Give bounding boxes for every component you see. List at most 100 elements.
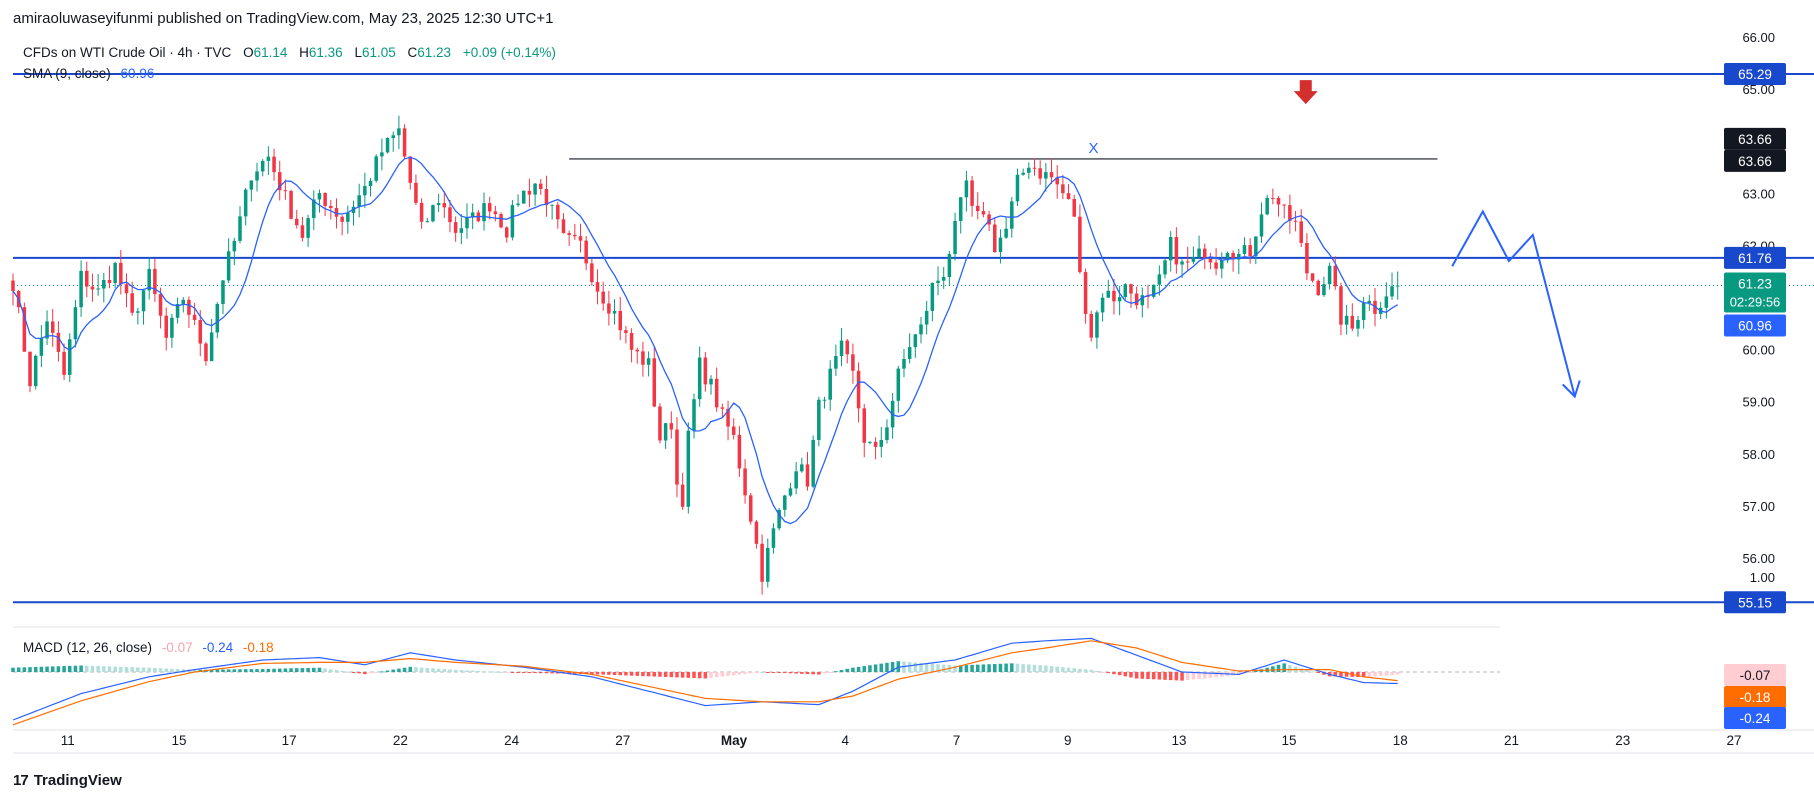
candle-body	[499, 214, 503, 228]
macd-hist-bar	[1055, 666, 1059, 672]
candle-body	[624, 330, 628, 334]
symbol-name[interactable]: CFDs on WTI Crude Oil · 4h · TVC	[23, 45, 232, 60]
candle-body	[1225, 252, 1230, 261]
time-tick-label: May	[721, 733, 748, 748]
level-price-label-bg	[1724, 246, 1786, 269]
candle-body	[442, 203, 447, 208]
time-tick-label: 13	[1171, 733, 1186, 748]
candle-body	[436, 203, 441, 206]
candle-body	[1123, 284, 1128, 298]
macd-legend[interactable]: MACD (12, 26, close) -0.07 -0.24 -0.18	[23, 640, 274, 655]
macd-line-price-label-bg	[1724, 707, 1786, 729]
high-value: 61.36	[308, 45, 343, 60]
candle-body	[993, 224, 997, 253]
macd-hist-bar	[856, 666, 861, 672]
macd-hist-bar	[1202, 672, 1207, 679]
macd-hist-bar	[414, 667, 418, 672]
candle-body	[521, 190, 526, 204]
macd-hist-bar	[998, 663, 1003, 672]
sma-legend[interactable]: SMA (9, close) 60.96	[23, 66, 156, 81]
time-tick-label: 4	[842, 733, 850, 748]
macd-hist-bar	[680, 672, 685, 678]
candle-body	[913, 334, 918, 348]
candle-body	[493, 211, 498, 215]
candle-body	[629, 333, 634, 350]
macd-hist-bar	[357, 672, 361, 674]
macd-hist-bar	[1100, 672, 1105, 673]
candle-body	[527, 190, 532, 195]
macd-hist-bar	[1333, 672, 1338, 677]
macd-hist-bar	[11, 667, 15, 672]
macd-hist-bar	[1197, 672, 1201, 679]
candle-body	[90, 286, 95, 290]
macd-hist-bar	[550, 672, 554, 674]
candle-body	[124, 284, 129, 294]
candle-body	[346, 212, 350, 222]
candle-body	[414, 182, 418, 203]
candle-body	[862, 408, 867, 443]
price-tick-label: 66.00	[1742, 30, 1775, 45]
candle-body	[130, 293, 134, 313]
macd-hist-bar	[822, 672, 827, 674]
candle-body	[243, 189, 248, 217]
resistance-price-label: 63.66	[1738, 154, 1772, 169]
price-axis[interactable]: 66.0065.0063.0062.0060.0059.0058.0057.00…	[1742, 30, 1775, 585]
macd-hist-bar	[158, 668, 163, 672]
macd-hist-bar	[839, 669, 844, 672]
macd-hist-bar	[1316, 672, 1321, 674]
macd-hist-bar	[209, 669, 214, 672]
candle-body	[255, 171, 259, 181]
candle-body	[987, 214, 991, 225]
projection-arrowhead-icon	[1562, 380, 1581, 399]
macd-hist-bar	[800, 672, 804, 674]
candle-body	[1061, 184, 1065, 194]
macd-hist-bar	[1134, 672, 1139, 679]
macd-hist-bar	[283, 668, 288, 672]
macd-signal-price-label-bg	[1724, 686, 1786, 708]
candle-body	[28, 351, 32, 387]
macd-hist-bar	[754, 672, 759, 673]
publisher-line: amiraoluwaseyifunmi published on Trading…	[13, 10, 554, 27]
macd-hist-bar	[1112, 672, 1116, 675]
macd-hist-bar	[28, 667, 32, 672]
candle-body	[368, 180, 373, 187]
macd-hist-bar	[300, 668, 305, 672]
candle-body	[465, 217, 469, 229]
candle-body	[783, 495, 787, 510]
candle-body	[153, 268, 157, 295]
macd-hist-bar	[175, 669, 180, 672]
candle-body	[1390, 286, 1394, 297]
macd-hist-bar	[601, 672, 605, 675]
macd-hist-bar	[766, 672, 770, 673]
candle-body	[67, 339, 72, 375]
low-value: 61.05	[361, 45, 396, 60]
macd-hist-bar	[1361, 672, 1366, 678]
macd-hist-bar	[1044, 665, 1048, 672]
candle-body	[663, 423, 668, 441]
candle-body	[260, 160, 265, 172]
candle-body	[136, 311, 140, 313]
candle-body	[1134, 293, 1139, 306]
candle-body	[1140, 295, 1145, 306]
tradingview-logo[interactable]: 17 TradingView	[13, 772, 122, 789]
macd-hist-bar	[147, 667, 151, 672]
macd-hist-bar	[748, 672, 753, 674]
macd-hist-bar	[1390, 672, 1394, 676]
macd-hist-bar	[1123, 672, 1128, 677]
candle-body	[1202, 248, 1207, 260]
macd-hist-bar	[851, 667, 855, 672]
macd-hist-bar	[33, 666, 38, 672]
candle-body	[1305, 243, 1309, 274]
macd-hist-bar	[1038, 665, 1042, 672]
candle-body	[453, 222, 458, 233]
candle-body	[334, 208, 339, 217]
candle-body	[402, 128, 407, 157]
candle-body	[1265, 197, 1269, 215]
candle-body	[56, 332, 61, 352]
time-axis[interactable]: 111517222427May47913151821232729	[61, 733, 1814, 748]
candle-body	[1367, 300, 1372, 303]
candle-body	[998, 237, 1003, 253]
macd-hist-bar	[567, 672, 571, 674]
macd-hist-bar	[703, 672, 708, 679]
